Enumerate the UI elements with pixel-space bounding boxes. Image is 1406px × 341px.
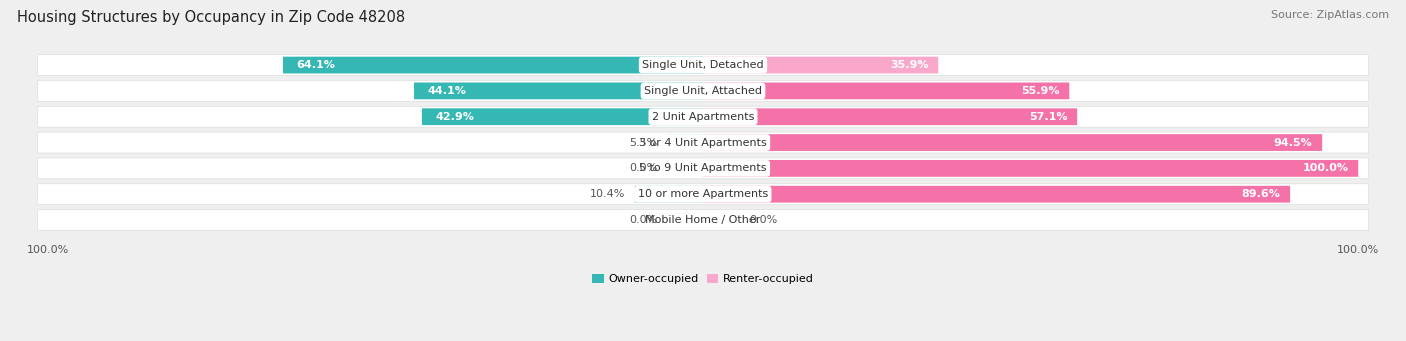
FancyBboxPatch shape [38, 184, 1368, 205]
Text: Single Unit, Detached: Single Unit, Detached [643, 60, 763, 70]
FancyBboxPatch shape [703, 57, 938, 73]
Text: Source: ZipAtlas.com: Source: ZipAtlas.com [1271, 10, 1389, 20]
Text: Single Unit, Attached: Single Unit, Attached [644, 86, 762, 96]
FancyBboxPatch shape [413, 83, 703, 99]
Text: 0.0%: 0.0% [749, 215, 778, 225]
Text: 42.9%: 42.9% [434, 112, 474, 122]
Text: Housing Structures by Occupancy in Zip Code 48208: Housing Structures by Occupancy in Zip C… [17, 10, 405, 25]
Text: 0.0%: 0.0% [628, 163, 657, 173]
FancyBboxPatch shape [422, 108, 703, 125]
Text: 5.5%: 5.5% [628, 137, 657, 148]
FancyBboxPatch shape [703, 134, 1322, 151]
FancyBboxPatch shape [38, 106, 1368, 127]
Text: 94.5%: 94.5% [1274, 137, 1312, 148]
FancyBboxPatch shape [666, 134, 703, 151]
Text: 64.1%: 64.1% [297, 60, 335, 70]
FancyBboxPatch shape [38, 210, 1368, 231]
Text: 5 to 9 Unit Apartments: 5 to 9 Unit Apartments [640, 163, 766, 173]
Text: 3 or 4 Unit Apartments: 3 or 4 Unit Apartments [640, 137, 766, 148]
FancyBboxPatch shape [636, 186, 703, 203]
FancyBboxPatch shape [38, 80, 1368, 101]
FancyBboxPatch shape [283, 57, 703, 73]
Text: 55.9%: 55.9% [1021, 86, 1060, 96]
FancyBboxPatch shape [38, 158, 1368, 179]
Text: 100.0%: 100.0% [1302, 163, 1348, 173]
FancyBboxPatch shape [38, 55, 1368, 75]
Text: 57.1%: 57.1% [1029, 112, 1067, 122]
Text: 10 or more Apartments: 10 or more Apartments [638, 189, 768, 199]
Text: 35.9%: 35.9% [890, 60, 928, 70]
Text: 89.6%: 89.6% [1241, 189, 1281, 199]
Legend: Owner-occupied, Renter-occupied: Owner-occupied, Renter-occupied [592, 274, 814, 284]
FancyBboxPatch shape [703, 108, 1077, 125]
Text: 44.1%: 44.1% [427, 86, 465, 96]
Text: 10.4%: 10.4% [589, 189, 626, 199]
Text: 0.0%: 0.0% [628, 215, 657, 225]
Text: Mobile Home / Other: Mobile Home / Other [645, 215, 761, 225]
FancyBboxPatch shape [703, 160, 1358, 177]
FancyBboxPatch shape [703, 186, 1291, 203]
Text: 2 Unit Apartments: 2 Unit Apartments [652, 112, 754, 122]
FancyBboxPatch shape [38, 132, 1368, 153]
FancyBboxPatch shape [703, 83, 1070, 99]
